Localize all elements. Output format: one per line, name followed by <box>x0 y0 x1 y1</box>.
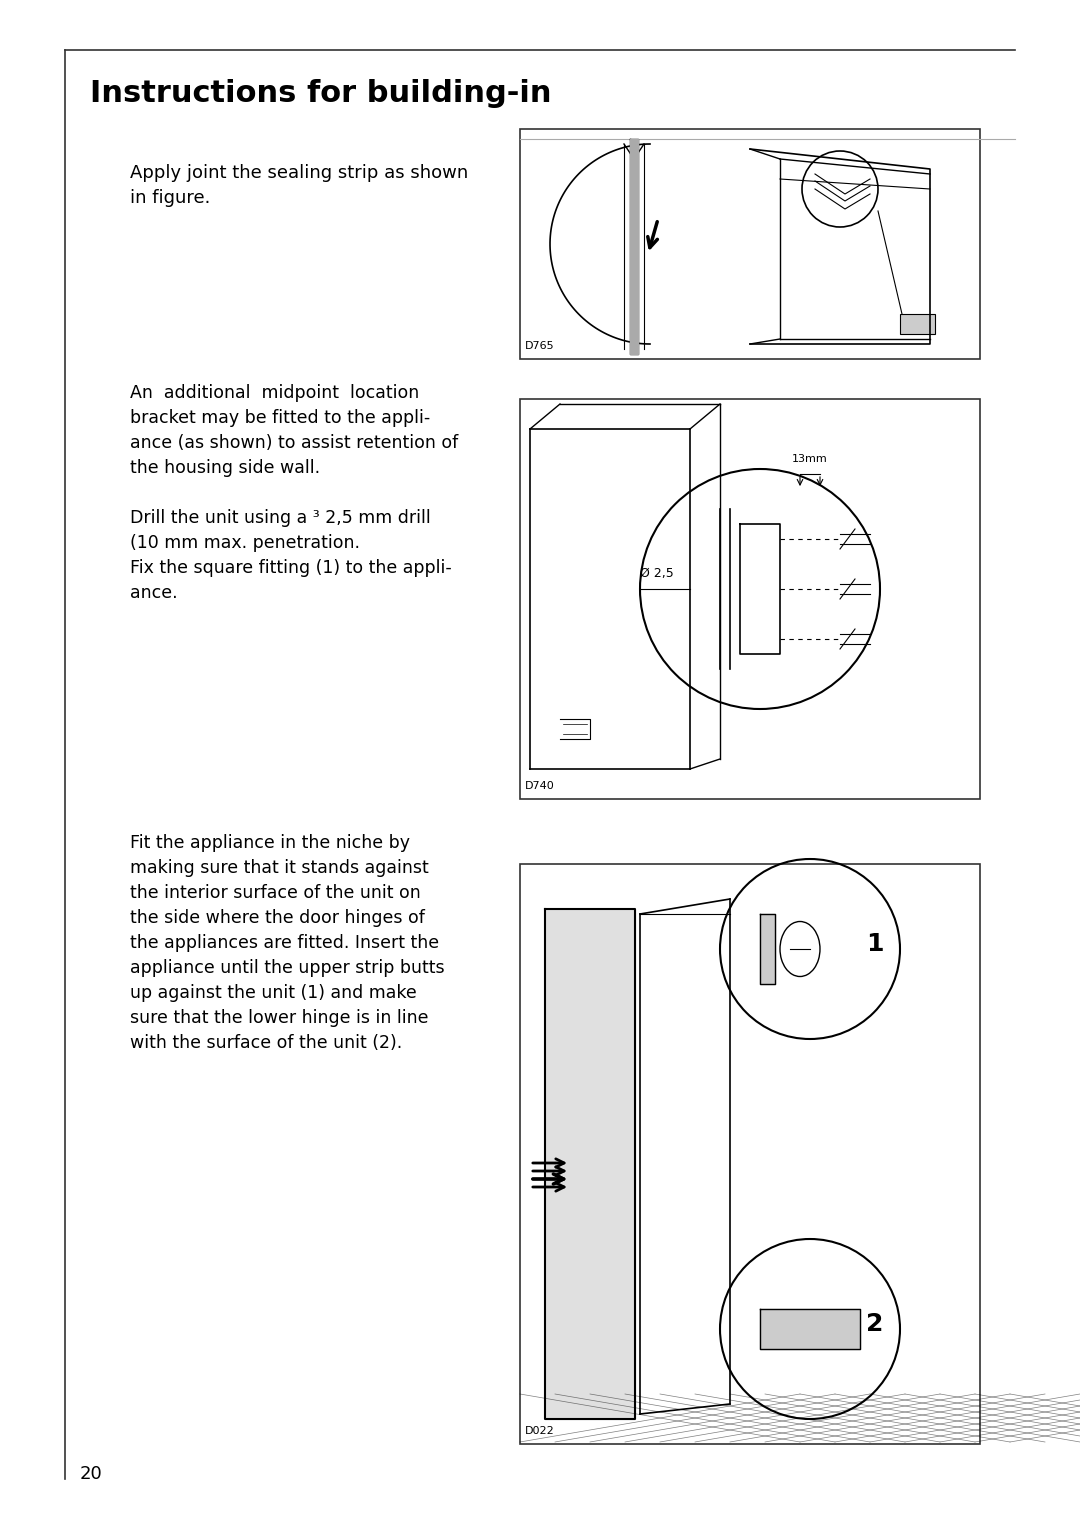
Bar <box>519 399 980 800</box>
Text: 13mm: 13mm <box>792 454 828 463</box>
Text: Fit the appliance in the niche by
making sure that it stands against
the interio: Fit the appliance in the niche by making… <box>130 833 445 1052</box>
Bar <box>519 864 980 1443</box>
Text: Drill the unit using a ³ 2,5 mm drill
(10 mm max. penetration.: Drill the unit using a ³ 2,5 mm drill (1… <box>130 509 431 552</box>
Text: Instructions for building-in: Instructions for building-in <box>90 80 552 109</box>
Text: 2: 2 <box>866 1312 883 1336</box>
Text: D765: D765 <box>525 341 555 352</box>
Text: Ø 2,5: Ø 2,5 <box>640 567 674 581</box>
Bar <box>900 313 935 333</box>
Bar <box>519 128 980 359</box>
Text: 20: 20 <box>80 1465 103 1483</box>
Polygon shape <box>740 524 780 654</box>
Text: D022: D022 <box>525 1427 555 1436</box>
Text: An  additional  midpoint  location
bracket may be fitted to the appli-
ance (as : An additional midpoint location bracket … <box>130 384 458 477</box>
Polygon shape <box>545 910 635 1419</box>
Text: Fix the square fitting (1) to the appli-
ance.: Fix the square fitting (1) to the appli-… <box>130 560 451 602</box>
Polygon shape <box>760 1309 860 1349</box>
Text: D740: D740 <box>525 781 555 790</box>
Text: Apply joint the sealing strip as shown
in figure.: Apply joint the sealing strip as shown i… <box>130 164 469 206</box>
Text: 1: 1 <box>866 933 883 956</box>
Polygon shape <box>630 139 638 355</box>
Polygon shape <box>760 914 775 985</box>
